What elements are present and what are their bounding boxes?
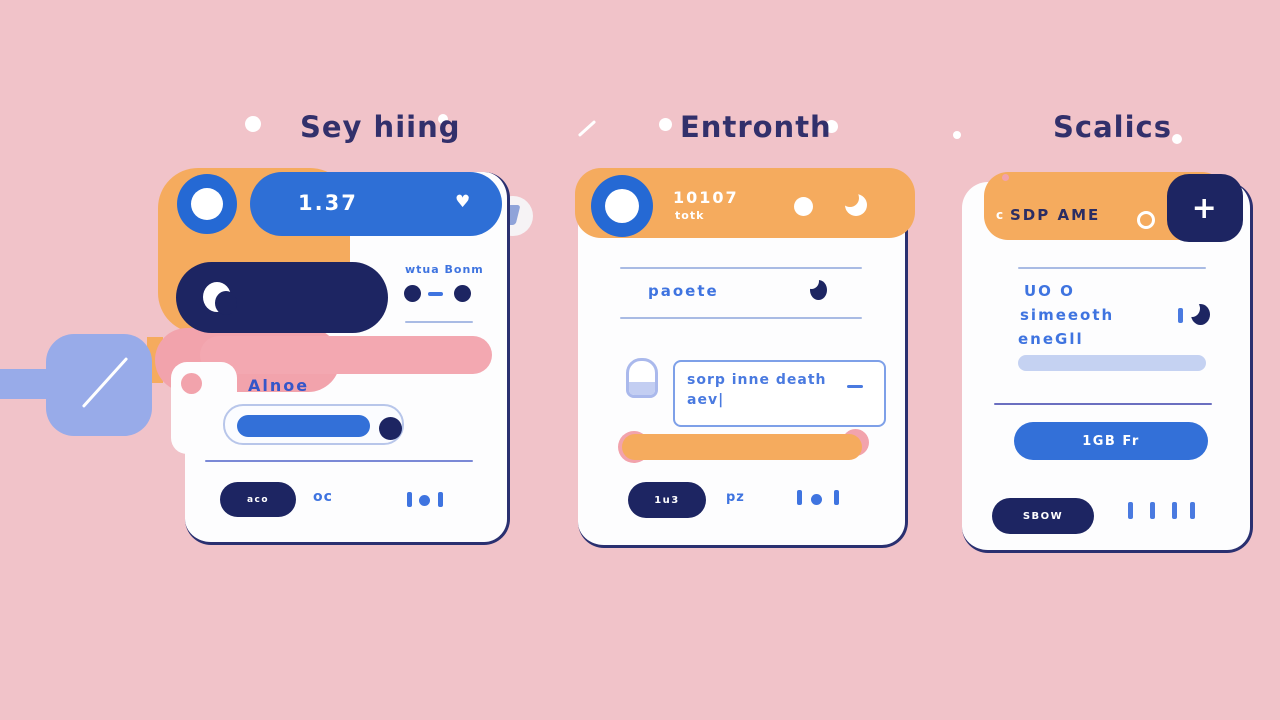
card3-tick-1 bbox=[1128, 502, 1133, 519]
card1-slider-fill bbox=[237, 415, 370, 437]
card1-pagination-dot[interactable] bbox=[419, 495, 430, 506]
card2-pagination-bar-2[interactable] bbox=[834, 490, 839, 505]
card3-header-ring[interactable] bbox=[1137, 211, 1155, 229]
card2-header-comma-cut bbox=[841, 189, 859, 207]
card3-divider-bottom bbox=[994, 403, 1212, 405]
moon-icon-cut bbox=[215, 291, 237, 315]
section-title-3: Scalics bbox=[1053, 110, 1172, 144]
card2-text-input[interactable]: sorp inne death aev| bbox=[673, 360, 886, 427]
card2-primary-button[interactable]: 1u3 bbox=[628, 482, 706, 518]
card1-pagination-bar-2[interactable] bbox=[438, 492, 443, 507]
card2-row-line-bottom bbox=[620, 317, 862, 319]
plus-icon: + bbox=[1191, 190, 1219, 226]
card3-header-pink-dot bbox=[1002, 174, 1009, 181]
card1-primary-button[interactable]: aco bbox=[220, 482, 296, 517]
decor-dot bbox=[1172, 134, 1182, 144]
card1-tag-dot bbox=[181, 373, 202, 394]
card1-side-underline bbox=[405, 321, 473, 323]
card2-input-line2: aev| bbox=[687, 392, 725, 408]
decor-dot bbox=[245, 116, 261, 132]
card3-crescent-cut bbox=[1184, 300, 1200, 317]
decor-dot bbox=[825, 120, 838, 133]
card3-header-label: SDP AME bbox=[1010, 206, 1101, 224]
card2-row-label: paoete bbox=[648, 282, 719, 300]
card-2: 10107 totk paoete sorp inne death aev| bbox=[575, 168, 915, 548]
card3-line2: simeeoth bbox=[1020, 306, 1115, 324]
card1-toggle-dot-b[interactable] bbox=[454, 285, 471, 302]
card2-input-line1: sorp inne death bbox=[687, 372, 827, 388]
card1-divider bbox=[205, 460, 473, 462]
card1-avatar[interactable] bbox=[177, 174, 237, 234]
card2-row-comma-icon bbox=[804, 273, 827, 300]
card3-line3: eneGll bbox=[1018, 330, 1084, 348]
decor-dot bbox=[659, 118, 672, 131]
decor-slash bbox=[577, 120, 597, 137]
card1-header-pill[interactable]: 1.37 ♥ bbox=[250, 172, 502, 236]
card3-progress-bar bbox=[1018, 355, 1206, 371]
card1-side-label: wtua Bonm bbox=[405, 263, 484, 276]
card2-row-line-top bbox=[620, 267, 862, 269]
lock-icon-fill bbox=[629, 382, 655, 395]
card2-header-subtitle: totk bbox=[675, 209, 705, 222]
card2-avatar-inner bbox=[605, 189, 639, 223]
card1-secondary-label[interactable]: oc bbox=[313, 489, 333, 505]
card-1: 1.37 ♥ wtua Bonm Alnoe aco oc bbox=[155, 168, 510, 545]
card2-pagination-bar-1[interactable] bbox=[797, 490, 802, 505]
section-title-1: Sey hiing bbox=[300, 110, 461, 144]
card2-input-dash bbox=[847, 385, 863, 388]
card1-toggle-dot-a[interactable] bbox=[404, 285, 421, 302]
card1-salmon-strip bbox=[200, 336, 492, 374]
card1-navy-pill[interactable] bbox=[176, 262, 388, 333]
card1-tag bbox=[171, 362, 237, 454]
card1-toggle-dash bbox=[428, 292, 443, 296]
decor-dot bbox=[953, 131, 961, 139]
card3-tick-3 bbox=[1172, 502, 1177, 519]
decor-dot bbox=[438, 114, 448, 124]
lock-icon bbox=[626, 358, 658, 398]
card3-dark-button[interactable]: SBOW bbox=[992, 498, 1094, 534]
card3-divider-top bbox=[1018, 267, 1206, 269]
heart-icon[interactable]: ♥ bbox=[455, 192, 471, 212]
card1-header-value: 1.37 bbox=[298, 191, 358, 215]
card3-tick-4 bbox=[1190, 502, 1195, 519]
card1-field-label: Alnoe bbox=[248, 376, 310, 395]
card2-avatar[interactable] bbox=[591, 175, 653, 237]
card3-crescent-icon bbox=[1184, 300, 1210, 325]
card3-tick-2 bbox=[1150, 502, 1155, 519]
card3-line1: UO O bbox=[1024, 282, 1075, 300]
card2-header-dot[interactable] bbox=[794, 197, 813, 216]
moon-icon bbox=[203, 282, 237, 315]
card2-header-comma-icon[interactable] bbox=[841, 189, 867, 216]
card2-orange-bar[interactable] bbox=[622, 434, 862, 460]
card1-avatar-inner bbox=[191, 188, 223, 220]
card3-header-prefix: c bbox=[996, 208, 1004, 222]
card1-slider-thumb[interactable] bbox=[379, 417, 402, 440]
card3-primary-button[interactable]: 1GB Fr bbox=[1014, 422, 1208, 460]
card2-pagination-dot[interactable] bbox=[811, 494, 822, 505]
card-3: c SDP AME + UO O simeeoth eneGll 1GB Fr … bbox=[962, 172, 1253, 553]
card3-indicator-bar bbox=[1178, 308, 1183, 323]
card2-header-value: 10107 bbox=[673, 188, 739, 207]
card2-row-comma-cut bbox=[804, 273, 819, 289]
card1-pagination-bar-1[interactable] bbox=[407, 492, 412, 507]
add-button[interactable]: + bbox=[1167, 174, 1243, 242]
card2-secondary-label[interactable]: pz bbox=[726, 490, 745, 505]
section-title-2: Entronth bbox=[680, 110, 832, 144]
